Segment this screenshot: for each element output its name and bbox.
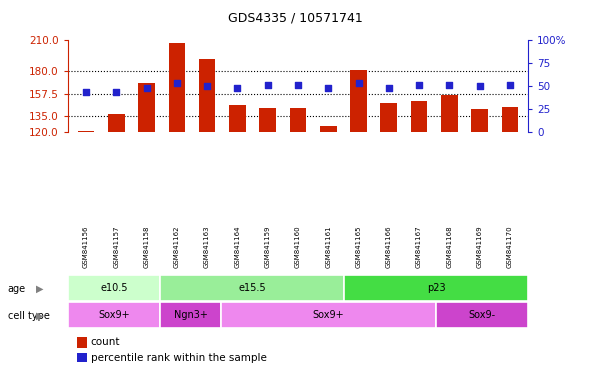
- Text: Sox9+: Sox9+: [313, 310, 345, 320]
- Text: cell type: cell type: [8, 311, 50, 321]
- Point: [505, 82, 514, 88]
- Point: [414, 82, 424, 88]
- Point: [202, 83, 212, 89]
- Text: GSM841160: GSM841160: [295, 225, 301, 268]
- Bar: [350, 70, 367, 132]
- Bar: [381, 103, 397, 132]
- Text: GSM841157: GSM841157: [113, 225, 119, 268]
- Bar: [229, 105, 245, 132]
- Point: [263, 82, 273, 88]
- Bar: [411, 101, 427, 132]
- Bar: [441, 95, 458, 132]
- Bar: [160, 275, 344, 301]
- Bar: [138, 83, 155, 132]
- Text: ▶: ▶: [37, 284, 44, 294]
- Text: age: age: [8, 284, 26, 294]
- Text: GSM841165: GSM841165: [356, 225, 362, 268]
- Bar: [320, 126, 336, 132]
- Text: e10.5: e10.5: [100, 283, 127, 293]
- Bar: [108, 114, 124, 132]
- Text: GSM841170: GSM841170: [507, 225, 513, 268]
- Bar: [344, 275, 528, 301]
- Point: [142, 85, 151, 91]
- Text: GSM841159: GSM841159: [265, 225, 271, 268]
- Point: [293, 82, 303, 88]
- Bar: [199, 59, 215, 132]
- Text: Sox9-: Sox9-: [468, 310, 496, 320]
- Text: ▶: ▶: [37, 311, 44, 321]
- Point: [384, 85, 394, 91]
- Text: count: count: [91, 337, 120, 347]
- Point: [323, 85, 333, 91]
- Text: percentile rank within the sample: percentile rank within the sample: [91, 353, 267, 362]
- Text: GSM841156: GSM841156: [83, 225, 89, 268]
- Text: GSM841168: GSM841168: [446, 225, 453, 268]
- Text: GSM841163: GSM841163: [204, 225, 210, 268]
- Point: [112, 89, 121, 95]
- Bar: [68, 275, 160, 301]
- Bar: [502, 107, 518, 132]
- Bar: [160, 302, 221, 328]
- Point: [81, 89, 91, 95]
- Text: GSM841158: GSM841158: [143, 225, 150, 268]
- Text: Ngn3+: Ngn3+: [173, 310, 208, 320]
- Point: [232, 85, 242, 91]
- Text: GSM841166: GSM841166: [386, 225, 392, 268]
- Point: [172, 80, 182, 86]
- Text: GSM841161: GSM841161: [325, 225, 331, 268]
- Bar: [471, 109, 488, 132]
- Bar: [68, 302, 160, 328]
- Text: Sox9+: Sox9+: [98, 310, 130, 320]
- Point: [475, 83, 484, 89]
- Bar: [290, 108, 306, 132]
- Text: p23: p23: [427, 283, 445, 293]
- Text: GSM841164: GSM841164: [234, 225, 240, 268]
- Bar: [436, 302, 528, 328]
- Point: [354, 80, 363, 86]
- Text: GSM841167: GSM841167: [416, 225, 422, 268]
- Bar: [260, 108, 276, 132]
- Bar: [169, 43, 185, 132]
- Text: GDS4335 / 10571741: GDS4335 / 10571741: [228, 12, 362, 25]
- Bar: [221, 302, 436, 328]
- Bar: [78, 131, 94, 132]
- Text: e15.5: e15.5: [238, 283, 266, 293]
- Text: GSM841169: GSM841169: [477, 225, 483, 268]
- Text: GSM841162: GSM841162: [174, 225, 180, 268]
- Point: [445, 82, 454, 88]
